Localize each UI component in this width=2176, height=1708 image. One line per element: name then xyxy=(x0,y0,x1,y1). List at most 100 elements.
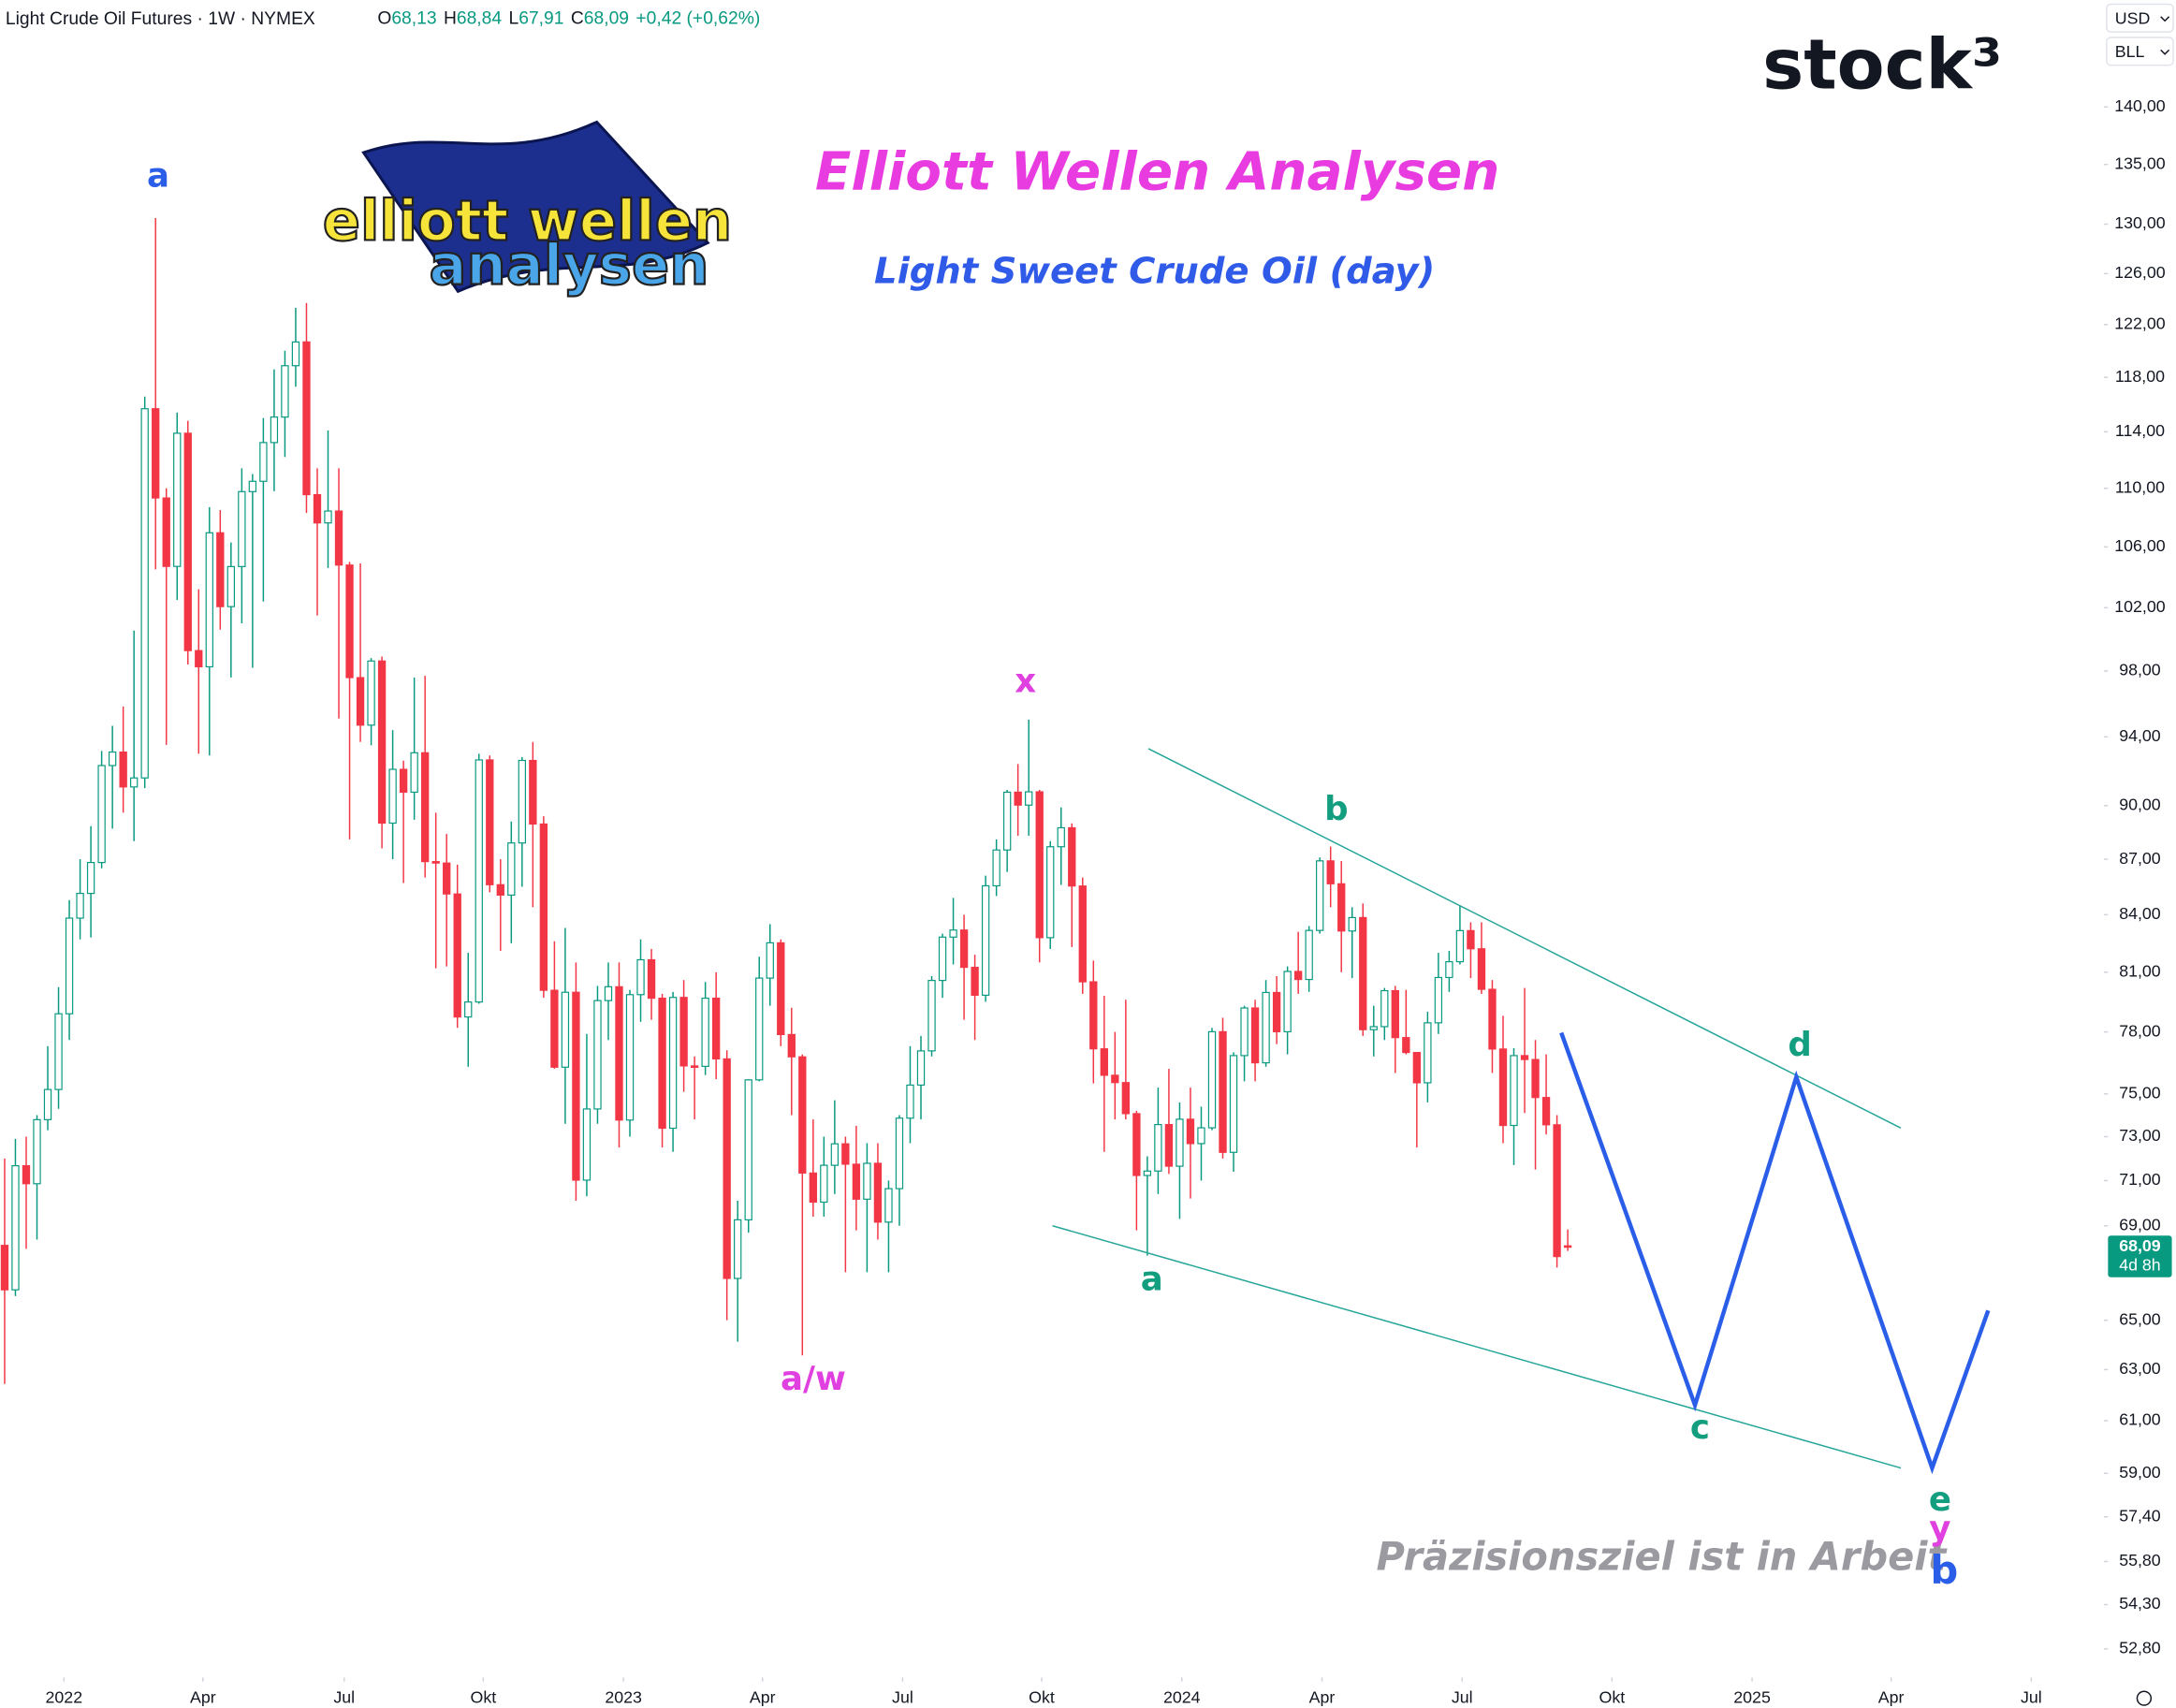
candle-body xyxy=(1434,976,1443,1024)
ohlc-value: 68,13 xyxy=(391,9,436,29)
candle-body xyxy=(647,958,656,1000)
candle-body xyxy=(992,849,1000,887)
wave-label: c xyxy=(1690,1409,1710,1447)
candle-body xyxy=(1154,1124,1162,1172)
candle-body xyxy=(1391,989,1399,1039)
candle-body xyxy=(1445,961,1453,979)
candle-body xyxy=(830,1143,840,1166)
ohlc-value: 68,84 xyxy=(457,9,503,29)
y-tick-label: 126,00 xyxy=(2114,263,2166,282)
ohlc-key: C xyxy=(571,9,584,29)
y-tick-label: 75,00 xyxy=(2119,1084,2161,1102)
logo-text: elliott wellen xyxy=(323,188,732,253)
candle-body xyxy=(291,341,300,367)
y-tick-label: 69,00 xyxy=(2119,1215,2161,1234)
last-price-box xyxy=(2108,1235,2172,1277)
candle-body xyxy=(1014,791,1022,806)
candle-body xyxy=(1002,791,1012,851)
ohlc-key: O xyxy=(377,9,391,29)
x-tick-label: 2025 xyxy=(1733,1687,1771,1706)
candle-body xyxy=(798,1056,807,1174)
candle-body xyxy=(1100,1048,1108,1076)
y-tick-label: 73,00 xyxy=(2119,1126,2161,1145)
candle-body xyxy=(863,1162,871,1200)
x-tick-label: Jul xyxy=(333,1687,355,1706)
candle-body xyxy=(744,1079,752,1220)
candle-body xyxy=(356,677,365,726)
plot-area xyxy=(0,218,1991,1475)
wave-label: a xyxy=(1141,1260,1163,1298)
unit-select[interactable] xyxy=(2106,36,2174,66)
candle-body xyxy=(1272,991,1281,1032)
x-tick-label: 2022 xyxy=(46,1687,83,1706)
candle-body xyxy=(183,432,192,651)
candle-body xyxy=(809,1172,817,1204)
x-tick-label: Apr xyxy=(1309,1687,1336,1706)
candle-body xyxy=(766,942,774,979)
change: +0,42 (+0,62%) xyxy=(635,9,760,29)
candle-body xyxy=(841,1143,850,1165)
candle-body xyxy=(43,1088,52,1120)
candle-body xyxy=(1025,791,1033,806)
candle-body xyxy=(734,1219,742,1279)
y-tick-label: 135,00 xyxy=(2114,153,2166,172)
candle-body xyxy=(1293,971,1303,981)
y-tick-label: 130,00 xyxy=(2114,213,2166,232)
candle-body xyxy=(1143,1170,1152,1176)
candle-body xyxy=(1380,989,1389,1028)
candle-body xyxy=(1186,1118,1195,1145)
currency-select[interactable] xyxy=(2106,3,2174,33)
candle-body xyxy=(496,883,504,896)
candle-body xyxy=(464,1001,473,1018)
candle-body xyxy=(971,967,979,997)
wave-label: a/w xyxy=(781,1360,846,1398)
candle-body xyxy=(270,416,279,444)
candle-body xyxy=(0,1245,9,1291)
y-tick-label: 118,00 xyxy=(2115,367,2165,386)
ohlc-key: H xyxy=(444,9,457,29)
y-tick-label: 55,80 xyxy=(2119,1551,2161,1569)
candle-body xyxy=(1412,1052,1422,1084)
candle-body xyxy=(1531,1058,1540,1099)
candle-body xyxy=(108,752,117,766)
trendline xyxy=(1147,748,1902,1129)
header-symbol: Light Crude Oil Futures · 1W · NYMEX xyxy=(6,9,315,29)
wave-label: a xyxy=(147,157,169,196)
x-tick-label: Jul xyxy=(892,1687,913,1706)
candle-body xyxy=(959,929,969,969)
wave-label: y xyxy=(1929,1510,1950,1548)
candle-body xyxy=(324,510,332,524)
candle-body xyxy=(777,942,785,1036)
y-tick-label: 61,00 xyxy=(2119,1410,2161,1429)
candle-body xyxy=(1219,1030,1227,1153)
candle-body xyxy=(76,893,84,919)
candle-body xyxy=(302,341,311,496)
brand-logo: stock³ xyxy=(1762,25,2002,106)
wave-label: x xyxy=(1015,662,1036,700)
y-tick-label: 87,00 xyxy=(2119,849,2161,868)
candle-body xyxy=(226,565,236,607)
countdown: 4d 8h xyxy=(2119,1256,2161,1275)
candle-body xyxy=(679,997,688,1067)
candle-body xyxy=(561,991,570,1068)
candle-body xyxy=(615,985,623,1121)
chevron xyxy=(2160,49,2170,55)
candle-body xyxy=(755,977,764,1081)
ohlc-value: 67,91 xyxy=(518,9,563,29)
candle-body xyxy=(65,917,74,1015)
candle-body xyxy=(507,842,516,896)
candle-body xyxy=(1326,860,1335,884)
candle-body xyxy=(711,997,721,1060)
candle-body xyxy=(1262,991,1270,1064)
wave-label: d xyxy=(1788,1026,1811,1064)
candle-body xyxy=(529,759,537,825)
candle-body xyxy=(1229,1055,1238,1153)
chart-subtitle: Light Sweet Crude Oil (day) xyxy=(874,251,1435,293)
candle-body xyxy=(1121,1082,1131,1115)
y-tick-label: 78,00 xyxy=(2119,1021,2161,1040)
candle-body xyxy=(388,768,397,825)
candle-body xyxy=(11,1164,20,1291)
note: Präzisionsziel ist in Arbeit xyxy=(1376,1533,1948,1579)
candle-body xyxy=(1348,916,1356,932)
settings-icon[interactable] xyxy=(2136,1690,2153,1706)
